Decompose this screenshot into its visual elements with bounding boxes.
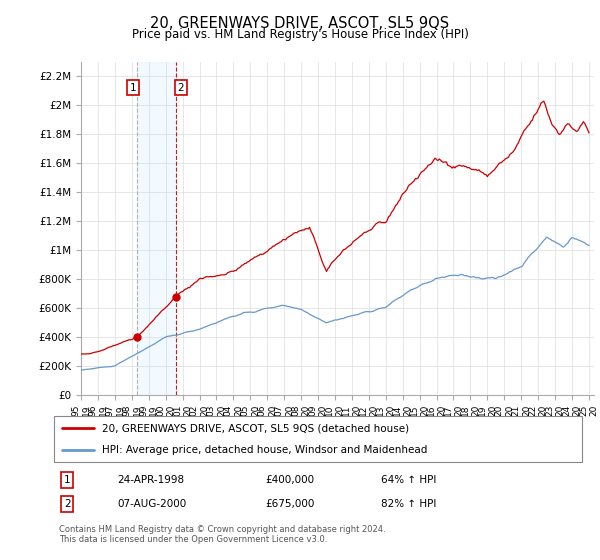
Text: £400,000: £400,000 <box>265 475 314 485</box>
Text: 1: 1 <box>130 83 136 92</box>
Text: 2: 2 <box>64 500 71 509</box>
Text: HPI: Average price, detached house, Windsor and Maidenhead: HPI: Average price, detached house, Wind… <box>101 445 427 455</box>
Text: 82% ↑ HPI: 82% ↑ HPI <box>382 500 437 509</box>
Text: 64% ↑ HPI: 64% ↑ HPI <box>382 475 437 485</box>
Text: £675,000: £675,000 <box>265 500 314 509</box>
Text: 20, GREENWAYS DRIVE, ASCOT, SL5 9QS: 20, GREENWAYS DRIVE, ASCOT, SL5 9QS <box>151 16 449 31</box>
Text: 2: 2 <box>178 83 184 92</box>
Text: 1: 1 <box>64 475 71 485</box>
Text: Contains HM Land Registry data © Crown copyright and database right 2024.
This d: Contains HM Land Registry data © Crown c… <box>59 525 386 544</box>
Text: 07-AUG-2000: 07-AUG-2000 <box>118 500 187 509</box>
Bar <box>137 62 176 395</box>
Text: 20, GREENWAYS DRIVE, ASCOT, SL5 9QS (detached house): 20, GREENWAYS DRIVE, ASCOT, SL5 9QS (det… <box>101 423 409 433</box>
Text: 24-APR-1998: 24-APR-1998 <box>118 475 184 485</box>
FancyBboxPatch shape <box>54 416 582 462</box>
Text: Price paid vs. HM Land Registry's House Price Index (HPI): Price paid vs. HM Land Registry's House … <box>131 28 469 41</box>
